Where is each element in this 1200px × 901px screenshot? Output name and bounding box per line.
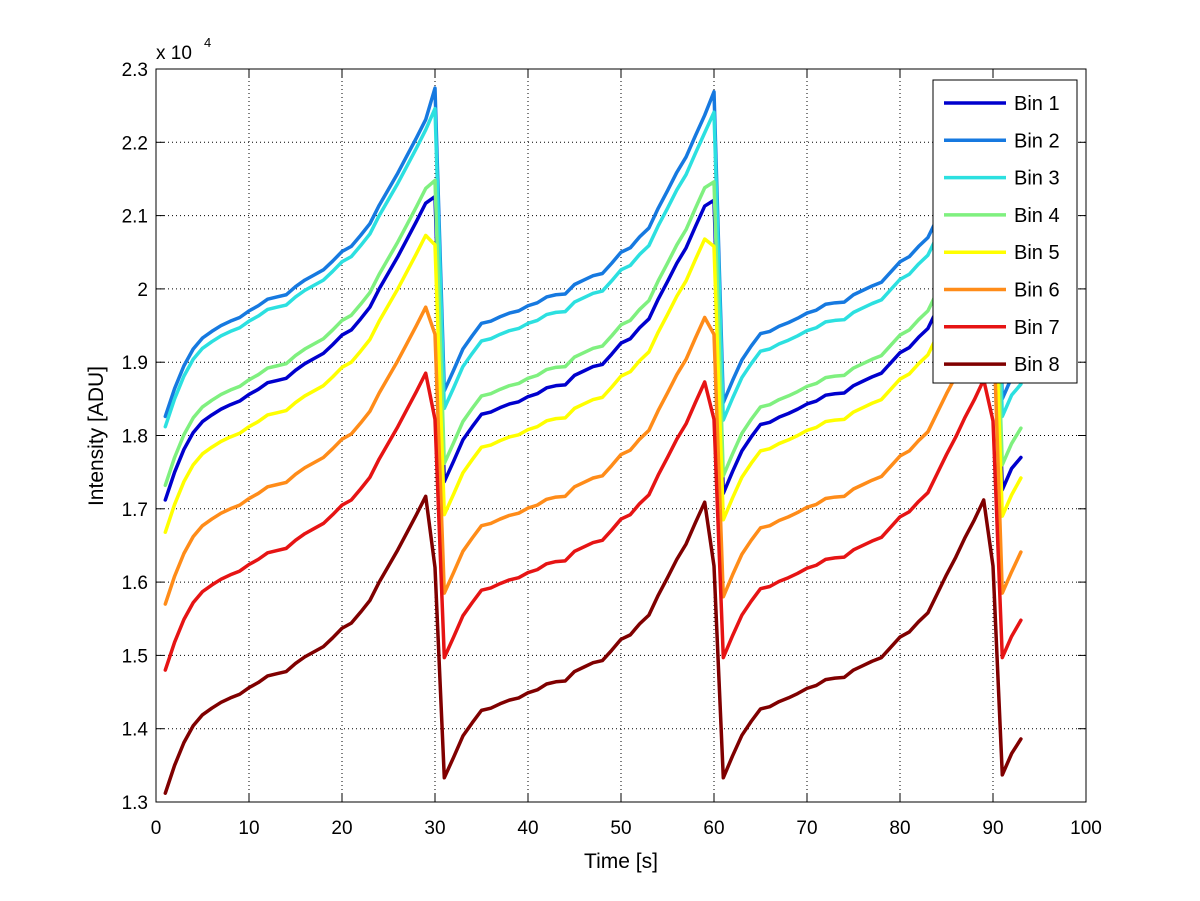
series-line-bin-2 [163,86,1023,419]
x-tick-label: 70 [796,818,817,839]
y-tick-label: 1.3 [122,793,148,814]
x-tick-label: 100 [1070,818,1102,839]
series-line-bin-1 [163,194,1023,502]
y-tick-label: 2 [137,280,148,301]
y-multiplier-exponent: 4 [204,35,211,50]
y-tick-label: 1.6 [122,573,148,594]
y-tick-label: 1.9 [122,353,148,374]
y-tick-label: 1.7 [122,500,148,521]
legend-label: Bin 5 [1014,242,1060,264]
y-tick-label: 1.8 [122,427,148,448]
legend-label: Bin 4 [1014,205,1060,227]
y-tick-label: 2.2 [122,133,148,154]
y-tick-label: 1.5 [122,646,148,667]
series-line-bin-5 [163,232,1023,535]
y-tick-label: 2.1 [122,207,148,228]
x-tick-label: 0 [151,818,162,839]
grid-lines [156,69,1086,802]
y-multiplier-base: x 10 [156,43,192,64]
legend-label: Bin 3 [1014,168,1060,190]
series-line-bin-3 [163,106,1023,429]
y-tick-label: 2.3 [122,60,148,81]
x-tick-label: 10 [238,818,259,839]
legend-label: Bin 6 [1014,280,1060,302]
axis-ticks: 0 10 20 30 40 50 60 70 80 90 100 1.3 1.4 1.5 1.6 1.7 1.8… [122,60,1102,839]
series-line-bin-4 [163,178,1023,488]
series-line-bin-6 [163,305,1023,606]
y-axis-label: Intensity [ADU] [85,366,108,506]
legend: Bin 1 Bin 2 Bin 3 Bin 4 Bin 5 Bin 6 Bin 7 Bin 8 [932,79,1078,384]
x-tick-label: 60 [703,818,724,839]
legend-label: Bin 2 [1014,130,1060,152]
x-tick-label: 90 [982,818,1003,839]
x-tick-label: 80 [889,818,910,839]
series-line-bin-7 [163,371,1023,672]
x-tick-label: 20 [331,818,352,839]
y-tick-label: 1.4 [122,720,149,741]
legend-label: Bin 1 [1014,93,1060,115]
x-axis-label: Time [s] [584,850,658,873]
x-tick-label: 40 [517,818,538,839]
x-tick-label: 30 [424,818,445,839]
legend-label: Bin 7 [1014,317,1060,339]
legend-box [932,79,1078,384]
x-tick-label: 50 [610,818,631,839]
series-line-bin-8 [163,494,1023,795]
series-layer [163,86,1023,795]
legend-label: Bin 8 [1014,354,1060,376]
